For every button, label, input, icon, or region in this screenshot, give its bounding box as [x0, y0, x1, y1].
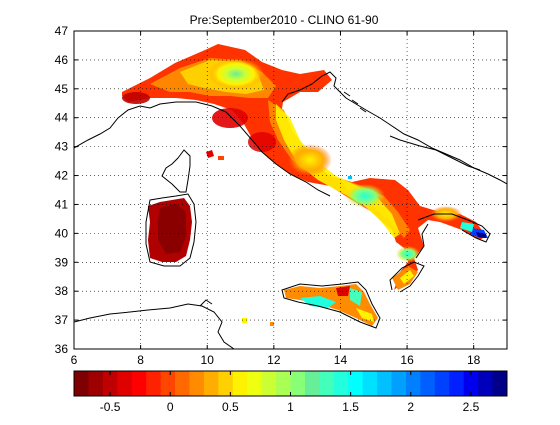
colorbar-swatch: [290, 371, 306, 396]
x-tick-label: 16: [400, 353, 414, 367]
colorbar-ticks: -0.5 0 0.5 1 1.5 2 2.5: [100, 371, 480, 414]
colorbar-swatch: [102, 371, 118, 396]
pantelleria-field: [270, 322, 274, 326]
x-tick-label: 18: [467, 353, 481, 367]
colorbar-swatch: [492, 371, 508, 396]
colorbar-swatch: [74, 371, 89, 396]
y-tick-label: 44: [55, 111, 69, 125]
colorbar-swatch: [261, 371, 277, 396]
figure-title: Pre:September2010 - CLINO 61-90: [190, 13, 379, 27]
y-tick-label: 38: [55, 284, 69, 298]
colorbar-swatch: [175, 371, 190, 396]
y-tick-label: 39: [55, 255, 69, 269]
colorbar-swatch: [463, 371, 479, 396]
sicily-field-cyan-east: [350, 288, 362, 306]
y-tick-label: 46: [55, 53, 69, 67]
colorbar-swatch: [276, 371, 291, 396]
colorbar-swatch: [362, 371, 378, 396]
colorbar-swatch: [146, 371, 162, 396]
colorbar-swatch: [319, 371, 335, 396]
y-tick-label: 42: [55, 169, 69, 183]
field-max-calabria: [396, 246, 420, 262]
field-max-abruzzo: [345, 184, 385, 208]
x-tick-label: 12: [267, 353, 281, 367]
colorbar-swatch: [247, 371, 263, 396]
x-tick-label: 10: [201, 353, 215, 367]
corsica-field-strip: [206, 150, 214, 158]
colorbar-swatch: [420, 371, 436, 396]
tremiti-field: [348, 176, 352, 179]
coastline-sicily: [281, 281, 381, 329]
y-tick-label: 41: [55, 197, 69, 211]
y-tick-label: 47: [55, 24, 69, 38]
coastline-africa: [74, 303, 235, 349]
y-tick-label: 40: [55, 226, 69, 240]
coastline-france-liguria: [74, 101, 227, 149]
y-tick-label: 43: [55, 140, 69, 154]
colorbar-swatch: [160, 371, 176, 396]
colorbar-swatch: [333, 371, 349, 396]
map-grid: [74, 31, 507, 349]
colorbar-tick-label: 0.5: [222, 400, 239, 414]
coastline-tyrrhenian: [225, 111, 331, 197]
field-max-alps: [208, 58, 264, 90]
y-tick-label: 36: [55, 342, 69, 356]
colorbar-swatch: [391, 371, 407, 396]
colorbar-swatch: [117, 371, 133, 396]
x-tick-label: 6: [71, 353, 78, 367]
coastline-tunisia-cape: [199, 299, 213, 307]
x-tick-label: 8: [137, 353, 144, 367]
colorbar-swatch: [478, 371, 494, 396]
field-low-tuscany: [248, 132, 276, 152]
map-axes-frame: [73, 30, 508, 350]
colorbar-swatch: [131, 371, 147, 396]
colorbar-swatch: [218, 371, 234, 396]
field-low-west: [122, 92, 150, 104]
colorbar-swatch: [304, 371, 320, 396]
colorbar-tick-label: 2.5: [463, 400, 480, 414]
coastline-sardinia: [145, 193, 197, 267]
x-axis-ticks: 6 8 10 12 14 16 18: [71, 31, 481, 367]
field-max-central: [288, 144, 332, 176]
field-salento-cyan: [460, 222, 474, 232]
colorbar-swatch: [377, 371, 393, 396]
colorbar-swatch: [232, 371, 248, 396]
precipitation-field: [122, 44, 488, 326]
x-tick-label: 14: [334, 353, 348, 367]
colorbar-tick-label: 2: [407, 400, 414, 414]
y-axis-ticks: 36 37 38 39 40 41 42 43 44 45 46 47: [55, 24, 507, 356]
colorbar-swatch: [434, 371, 450, 396]
colorbar-tick-label: 1: [287, 400, 294, 414]
sardinia-field-inner: [158, 204, 186, 254]
calabria-field-yellow: [400, 270, 414, 284]
colorbar-swatch: [449, 371, 465, 396]
colorbar: [74, 371, 508, 396]
coastline-balkans: [389, 135, 481, 171]
y-tick-label: 45: [55, 82, 69, 96]
colorbar-swatch: [88, 371, 104, 396]
elba-field: [218, 156, 224, 160]
colorbar-swatch: [203, 371, 219, 396]
colorbar-swatch: [348, 371, 364, 396]
sicily-field-yellow: [356, 308, 374, 322]
colorbar-tick-label: 0: [167, 400, 174, 414]
colorbar-tick-label: 1.5: [342, 400, 359, 414]
sicily-field-cyan: [300, 296, 336, 308]
colorbar-tick-label: -0.5: [100, 400, 121, 414]
coastline-croatia-islands: [343, 91, 367, 113]
coastline-puglia: [417, 213, 491, 243]
coastline-corsica: [161, 149, 191, 193]
coastline-taranto-gulf: [415, 223, 429, 259]
coastline-adriatic-north: [281, 71, 507, 185]
colorbar-swatch: [405, 371, 421, 396]
colorbar-swatch: [189, 371, 205, 396]
y-tick-label: 37: [55, 313, 69, 327]
coastlines: [74, 71, 507, 349]
ustica-field: [242, 318, 247, 323]
coastline-calabria: [389, 261, 425, 293]
